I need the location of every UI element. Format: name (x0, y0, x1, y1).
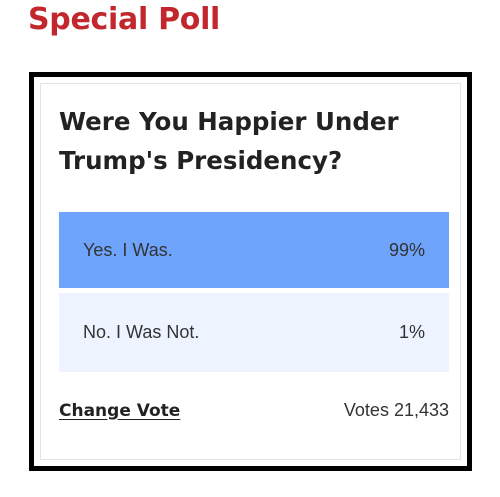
poll-footer: Change Vote Votes 21,433 (59, 400, 449, 421)
poll-option-label: No. I Was Not. (83, 322, 200, 342)
poll-option-no[interactable]: No. I Was Not. 1% (59, 293, 449, 372)
vote-count: Votes 21,433 (343, 400, 449, 420)
poll-frame: Were You Happier Under Trump's Presidenc… (29, 72, 472, 471)
poll-question: Were You Happier Under Trump's Presidenc… (59, 107, 399, 175)
poll-option-label: Yes. I Was. (83, 239, 173, 260)
change-vote-link[interactable]: Change Vote (59, 400, 181, 421)
poll-card: Were You Happier Under Trump's Presidenc… (40, 83, 461, 460)
poll-option-percent: 1% (398, 322, 425, 342)
poll-option-percent: 99% (388, 239, 425, 260)
page-heading: Special Poll (28, 2, 221, 37)
poll-option-yes[interactable]: Yes. I Was. 99% (59, 212, 449, 288)
